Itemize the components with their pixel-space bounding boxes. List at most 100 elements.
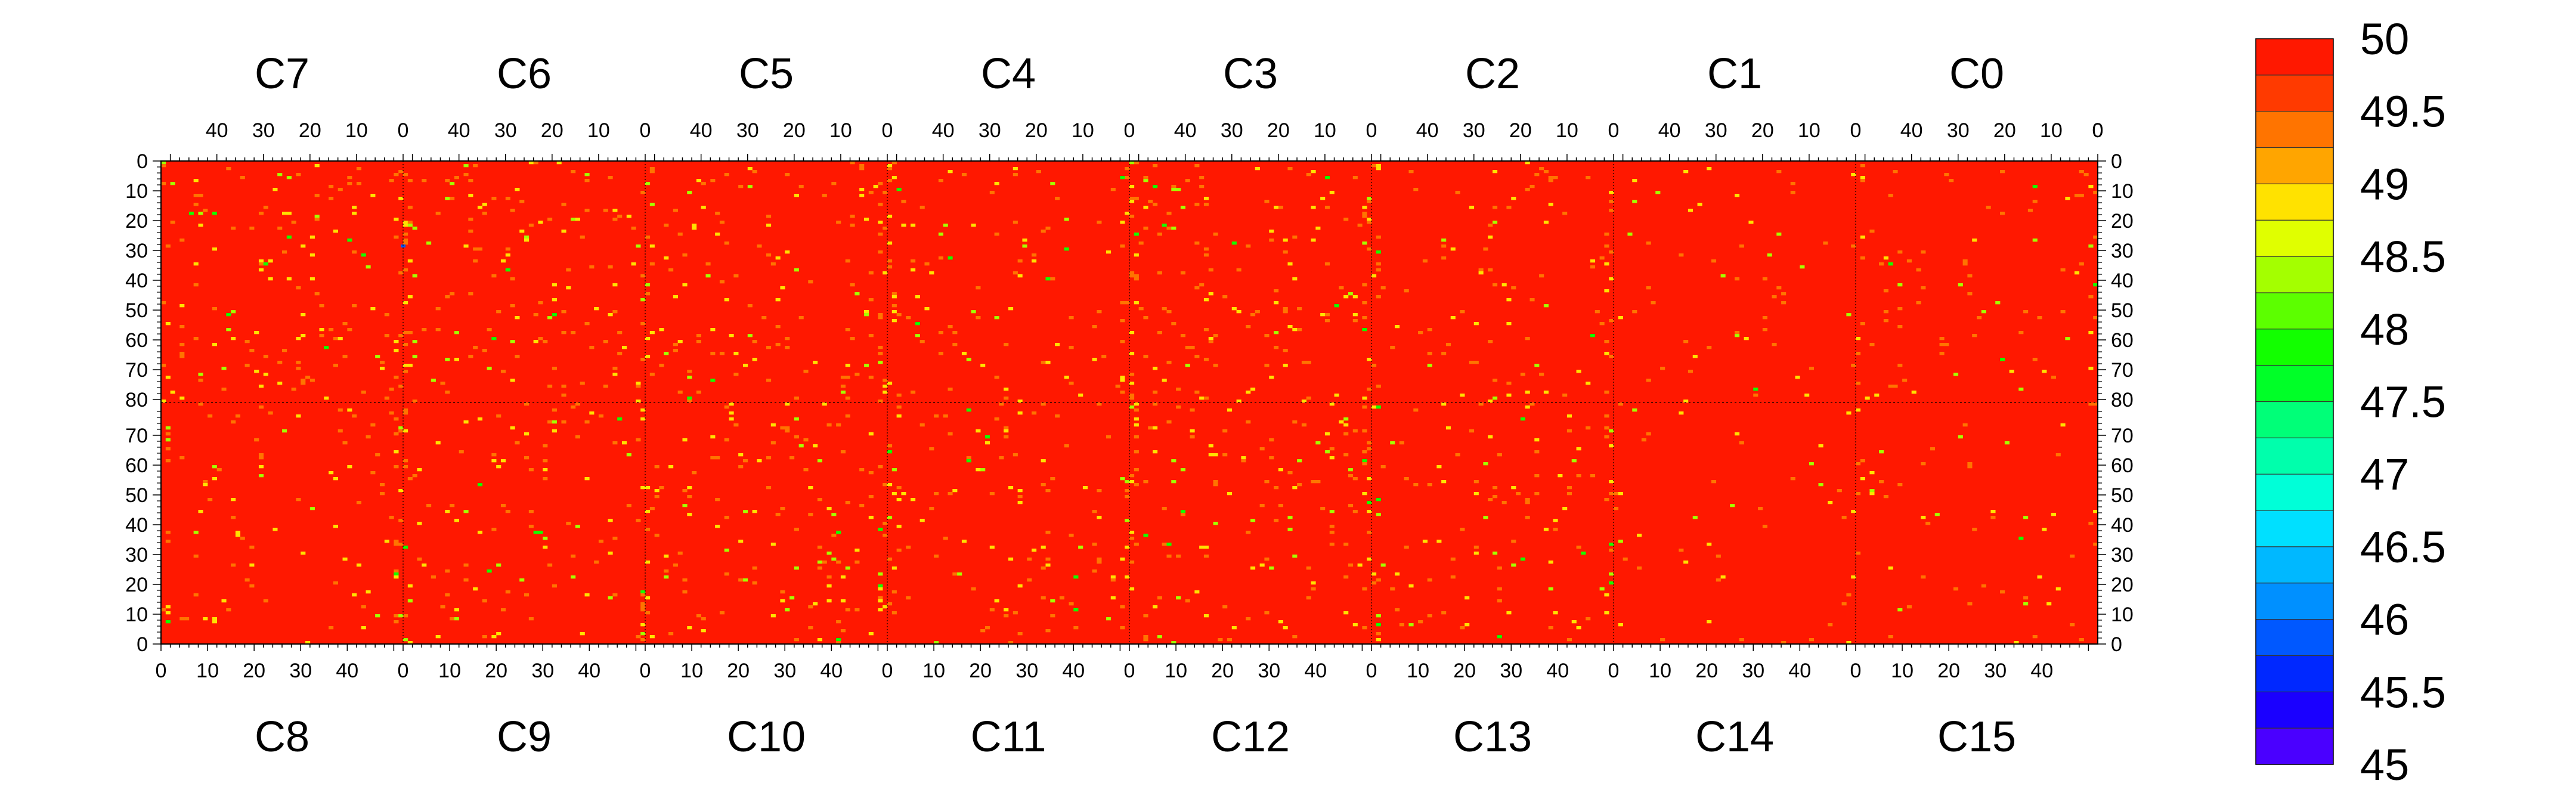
heatmap-cell xyxy=(1376,513,1381,516)
heatmap-cell xyxy=(1790,182,1795,185)
heatmap-cell xyxy=(850,215,855,218)
heatmap-cell xyxy=(1041,402,1046,406)
heatmap-cell xyxy=(1511,564,1516,567)
heatmap-cell xyxy=(770,614,776,618)
bottom-x-tick-label: 40 xyxy=(2030,660,2053,682)
heatmap-cell xyxy=(1073,626,1079,630)
heatmap-cell xyxy=(645,596,651,600)
heatmap-cell xyxy=(1967,462,1973,466)
heatmap-cell xyxy=(1493,221,1498,224)
heatmap-cell xyxy=(445,179,450,182)
heatmap-cell xyxy=(1380,465,1386,469)
heatmap-cell xyxy=(1050,477,1055,481)
heatmap-cell xyxy=(1097,516,1102,519)
heatmap-cell xyxy=(226,608,231,612)
heatmap-cell xyxy=(1497,453,1502,457)
heatmap-cell xyxy=(1609,572,1614,576)
heatmap-cell xyxy=(1781,641,1787,645)
heatmap-cell xyxy=(165,432,171,436)
heatmap-cell xyxy=(1246,617,1251,621)
heatmap-cell xyxy=(1236,400,1241,403)
heatmap-cell xyxy=(403,224,408,227)
heatmap-cell xyxy=(407,259,413,263)
heatmap-cell xyxy=(883,522,888,525)
heatmap-cell xyxy=(268,259,273,263)
bottom-x-tick-label: 10 xyxy=(196,660,219,682)
heatmap-cell xyxy=(845,376,850,379)
heatmap-cell xyxy=(398,170,404,174)
heatmap-cell xyxy=(845,414,850,418)
heatmap-cell xyxy=(1413,188,1419,191)
heatmap-cell xyxy=(440,382,445,385)
heatmap-cell xyxy=(1027,558,1032,561)
heatmap-cell xyxy=(1171,641,1176,645)
heatmap-cell xyxy=(836,561,841,564)
heatmap-cell xyxy=(1348,474,1354,478)
heatmap-cell xyxy=(2065,337,2070,340)
heatmap-cell xyxy=(1246,391,1251,394)
heatmap-cell xyxy=(883,191,888,194)
heatmap-cell xyxy=(1352,477,1358,481)
heatmap-cell xyxy=(1962,423,1968,427)
heatmap-cell xyxy=(1092,543,1097,546)
heatmap-cell xyxy=(1371,164,1377,168)
heatmap-cell xyxy=(1120,221,1125,224)
heatmap-cell xyxy=(543,546,548,549)
heatmap-cell xyxy=(1055,414,1060,418)
top-x-tick-label: 30 xyxy=(736,119,759,142)
heatmap-cell xyxy=(1883,289,1888,293)
heatmap-cell xyxy=(645,561,651,564)
heatmap-cell xyxy=(948,388,953,391)
heatmap-cell xyxy=(1050,614,1055,618)
heatmap-cell xyxy=(1609,480,1614,484)
heatmap-cell xyxy=(989,546,995,549)
heatmap-cell xyxy=(235,414,241,418)
heatmap-cell xyxy=(798,316,804,320)
heatmap-cell xyxy=(976,429,981,433)
heatmap-cell xyxy=(1460,394,1465,397)
heatmap-cell xyxy=(1441,244,1447,248)
heatmap-cell xyxy=(868,376,874,379)
heatmap-cell xyxy=(868,495,874,499)
heatmap-cell xyxy=(640,608,646,612)
heatmap-cell xyxy=(1106,435,1111,439)
heatmap-cell xyxy=(1795,376,1800,379)
heatmap-cell xyxy=(794,397,799,400)
heatmap-cell xyxy=(780,599,785,603)
heatmap-cell xyxy=(1772,343,1777,346)
heatmap-cell xyxy=(1483,462,1488,466)
heatmap-cell xyxy=(329,197,334,200)
heatmap-cell xyxy=(165,605,171,609)
heatmap-cell xyxy=(1781,292,1787,296)
heatmap-cell xyxy=(994,182,999,185)
heatmap-cell xyxy=(994,376,999,379)
heatmap-cell xyxy=(1231,242,1237,245)
heatmap-cell xyxy=(1897,608,1903,612)
heatmap-cell xyxy=(528,525,534,528)
heatmap-cell xyxy=(2088,185,2094,188)
heatmap-cell xyxy=(463,244,469,248)
heatmap-cell xyxy=(435,307,441,311)
heatmap-cell xyxy=(165,531,171,534)
heatmap-cell xyxy=(1362,283,1367,287)
heatmap-cell xyxy=(636,438,641,442)
right-y-tick-label: 0 xyxy=(2111,633,2122,656)
heatmap-cell xyxy=(891,611,897,615)
top-x-tick-label: 20 xyxy=(1025,119,1048,142)
heatmap-cell xyxy=(589,346,595,349)
heatmap-cell xyxy=(1213,522,1218,525)
colorbar-label: 49.5 xyxy=(2360,87,2446,137)
heatmap-cell xyxy=(770,262,776,266)
heatmap-cell xyxy=(1506,298,1512,302)
heatmap-cell xyxy=(1427,614,1432,618)
heatmap-cell xyxy=(2093,510,2098,513)
heatmap-cell xyxy=(1324,176,1330,179)
heatmap-cell xyxy=(1408,584,1414,588)
heatmap-cell xyxy=(1609,492,1614,496)
heatmap-cell xyxy=(1115,385,1120,388)
heatmap-cell xyxy=(1618,540,1623,543)
heatmap-cell xyxy=(645,486,651,490)
heatmap-cell xyxy=(1362,301,1367,305)
heatmap-cell xyxy=(305,376,311,379)
heatmap-cell xyxy=(887,179,893,182)
